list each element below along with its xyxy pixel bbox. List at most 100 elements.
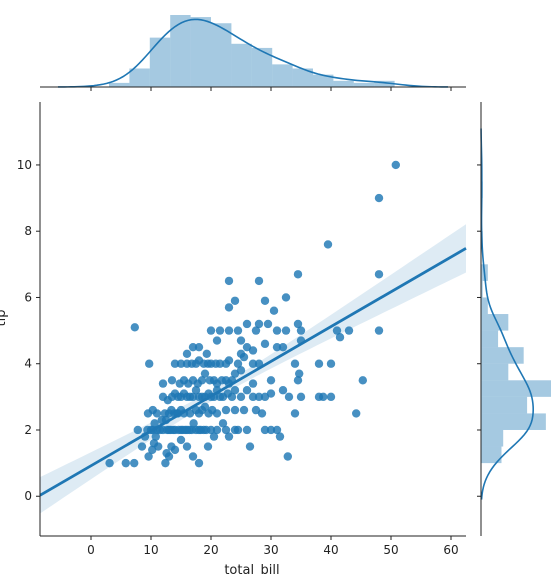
scatter-point [194,342,204,352]
y-tick-label: 10 [17,158,32,172]
right-histogram-bar [481,396,528,414]
right-histogram-bar [481,314,509,331]
y-tick-label: 2 [24,423,32,437]
scatter-point [281,293,291,302]
scatter-point [248,359,258,368]
right-histogram-bar [481,330,499,348]
scatter-point [230,386,240,395]
scatter-point [164,452,174,461]
scatter-point [170,445,180,455]
scatter-point [374,326,384,335]
scatter-point [215,359,225,368]
scatter-point [239,405,249,415]
scatter-point [314,359,324,368]
scatter-point [188,392,198,402]
scatter-point [170,359,180,368]
scatter-point [191,386,201,395]
scatter-point [236,349,246,358]
top-histogram-bar [109,82,130,87]
x-tick: 40 [323,536,339,557]
scatter-point [245,442,255,451]
scatter-point [215,326,225,335]
scatter-point [188,342,198,352]
scatter-point [293,376,303,385]
scatter-point [266,376,276,385]
y-tick-label: 0 [24,489,32,503]
x-axis-label: total_bill [224,563,279,575]
scatter-point [323,240,333,249]
scatter-point [257,409,267,418]
scatter-point [275,432,285,441]
scatter-point [391,160,400,170]
scatter-point [293,319,303,329]
scatter-point [200,402,210,411]
scatter-point [278,386,288,395]
top-histogram-bar [190,17,211,87]
scatter-point [158,379,168,388]
scatter-point [197,376,207,385]
scatter-point [212,409,222,418]
scatter-point [194,458,204,468]
scatter-point [161,458,170,468]
scatter-point [358,376,367,385]
scatter-point [176,359,186,368]
scatter-point [182,442,192,451]
scatter-point [236,392,246,402]
scatter-point [233,359,243,368]
right-histogram-bar [481,380,551,397]
confidence-band-area [40,224,466,514]
scatter-point [260,339,270,349]
scatter-point [206,326,216,335]
scatter-point [374,270,384,279]
y-tick: 2 [24,423,40,437]
top-histogram-bar [353,82,375,87]
regression-line [39,247,467,497]
scatter-point [236,336,246,345]
scatter-point [272,425,282,435]
top-histogram-bar [231,43,252,87]
scatter-point [236,366,246,375]
y-tick: 10 [17,158,40,172]
scatter-point [202,349,211,358]
x-tick: 60 [443,536,459,557]
x-tick: 10 [143,536,159,557]
scatter-point [248,346,258,355]
scatter-point [290,359,300,368]
scatter-point [151,432,160,441]
top-histogram-bar [149,37,171,87]
y-tick: 8 [24,224,40,238]
x-tick-label: 40 [323,543,338,557]
scatter-point [283,452,292,461]
right-marginal-histogram [477,102,551,536]
top-histogram-bar [170,15,191,87]
scatter-point [278,342,288,352]
scatter-point [248,379,258,388]
scatter-point [248,392,258,402]
right-kde-curve [480,128,535,500]
scatter-point [224,432,234,441]
scatter-point [133,425,142,435]
scatter-point [152,409,162,418]
scatter-point [200,369,210,378]
scatter-point [121,458,130,468]
scatter-point [254,392,264,402]
scatter-point [105,458,114,468]
scatter-point [242,386,252,395]
scatter-point [182,349,192,358]
scatter-point [145,359,154,368]
right-histogram-bar [481,280,483,298]
scatter-point [224,326,234,335]
scatter-point [212,425,222,435]
scatter-point [352,409,361,418]
scatter-point [296,326,306,335]
scatter-point [254,319,264,329]
right-histogram-bar [481,446,502,464]
scatter-point [230,296,240,305]
scatter-point [144,452,153,461]
x-tick: 0 [87,536,95,557]
top-marginal-histogram [40,15,466,91]
scatter-point [293,270,303,279]
right-histogram-bar [481,363,509,381]
x-tick: 20 [203,536,219,557]
